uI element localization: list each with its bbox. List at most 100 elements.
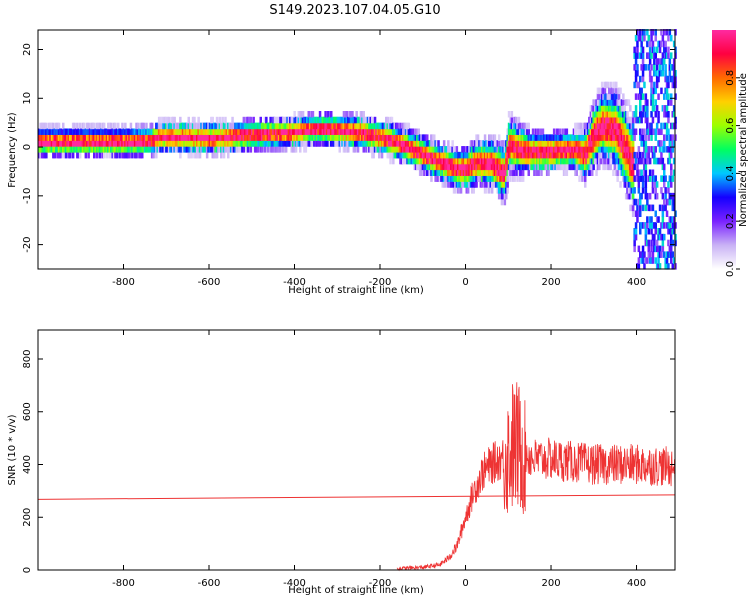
heatmap-cell [191, 140, 195, 147]
heatmap-cell [205, 151, 209, 159]
heatmap-cell [162, 140, 165, 147]
heatmap-cell [486, 169, 490, 176]
heatmap-cell [602, 151, 605, 159]
heatmap-cell [612, 111, 615, 118]
heatmap-cell [654, 181, 657, 188]
heatmap-cell [218, 122, 222, 130]
heatmap-cell [42, 128, 45, 135]
heatmap-cell [636, 210, 639, 217]
heatmap-cell [648, 192, 652, 200]
heatmap-cell [238, 140, 241, 147]
heatmap-cell [119, 140, 123, 147]
heatmap-cell [352, 140, 356, 147]
heatmap-cell [576, 151, 580, 159]
heatmap-cell [646, 157, 649, 165]
heatmap-cell [434, 157, 437, 165]
heatmap-cell [203, 146, 206, 153]
heatmap-cell [296, 140, 299, 147]
heatmap-cell [655, 245, 659, 253]
heatmap-cell [629, 187, 632, 194]
heatmap-cell [557, 146, 560, 153]
heatmap-cell [249, 140, 253, 147]
heatmap-cell [503, 157, 507, 165]
heatmap-cell [624, 157, 628, 165]
heatmap-cell [654, 187, 657, 194]
heatmap-cell [445, 175, 449, 182]
heatmap-cell [584, 169, 587, 176]
heatmap-cell [221, 116, 224, 124]
heatmap-cell [385, 116, 388, 124]
heatmap-cell [165, 128, 168, 135]
heatmap-cell [589, 111, 593, 118]
heatmap-cell [300, 116, 303, 124]
heatmap-cell [620, 116, 624, 124]
heatmap-cell [602, 87, 605, 95]
heatmap-cell [306, 128, 309, 135]
heatmap-cell [543, 151, 546, 159]
heatmap-cell [255, 140, 258, 147]
heatmap-cell [100, 146, 103, 153]
heatmap-cell [71, 146, 75, 153]
heatmap-cell [574, 157, 577, 165]
heatmap-cell [255, 122, 258, 130]
heatmap-cell [636, 40, 639, 48]
heatmap-cell [655, 105, 659, 112]
heatmap-cell [430, 134, 433, 141]
heatmap-cell [390, 116, 394, 124]
heatmap-cell [617, 93, 621, 100]
heatmap-cell [299, 140, 302, 147]
heatmap-cell [78, 134, 82, 141]
heatmap-cell [588, 169, 591, 176]
heatmap-cell [637, 187, 641, 194]
heatmap-cell [612, 116, 615, 124]
heatmap-cell [533, 157, 536, 165]
heatmap-cell [578, 175, 581, 182]
heatmap-cell [671, 64, 674, 71]
heatmap-cell [665, 251, 669, 258]
heatmap-cell [143, 128, 147, 135]
heatmap-cell [633, 239, 636, 247]
heatmap-cell [575, 146, 578, 153]
heatmap-cell [160, 128, 164, 135]
heatmap-cell [203, 140, 206, 147]
heatmap-cell [521, 140, 525, 147]
heatmap-cell [536, 169, 539, 176]
heatmap-cell [503, 187, 507, 194]
heatmap-cell [654, 134, 657, 141]
heatmap-cell [167, 134, 171, 141]
heatmap-cell [520, 151, 523, 159]
heatmap-cell [512, 157, 515, 165]
heatmap-cell [492, 163, 495, 171]
heatmap-cell [454, 151, 457, 159]
heatmap-cell [465, 175, 468, 182]
heatmap-cell [414, 163, 418, 171]
heatmap-cell [411, 134, 415, 141]
heatmap-cell [421, 134, 425, 141]
heatmap-cell [200, 140, 203, 147]
heatmap-cell [128, 128, 131, 135]
heatmap-cell [497, 175, 501, 182]
heatmap-cell [469, 175, 473, 182]
heatmap-cell [610, 87, 614, 95]
heatmap-cell [481, 151, 484, 159]
heatmap-cell [385, 140, 388, 147]
heatmap-cell [531, 146, 535, 153]
heatmap-cell [646, 29, 649, 36]
heatmap-cell [595, 134, 598, 141]
heatmap-cell [105, 146, 109, 153]
heatmap-cell [476, 146, 480, 153]
heatmap-cell [581, 140, 584, 147]
heatmap-cell [464, 175, 467, 182]
heatmap-cell [214, 134, 217, 141]
heatmap-cell [169, 146, 172, 153]
heatmap-cell [588, 140, 591, 147]
heatmap-cell [159, 122, 162, 130]
heatmap-cell [132, 146, 135, 153]
heatmap-cell [509, 157, 512, 165]
heatmap-cell [410, 140, 413, 147]
heatmap-cell [356, 122, 360, 130]
heatmap-cell [112, 128, 116, 135]
heatmap-cell [455, 181, 459, 188]
heatmap-cell [612, 99, 615, 106]
heatmap-cell [619, 87, 622, 95]
